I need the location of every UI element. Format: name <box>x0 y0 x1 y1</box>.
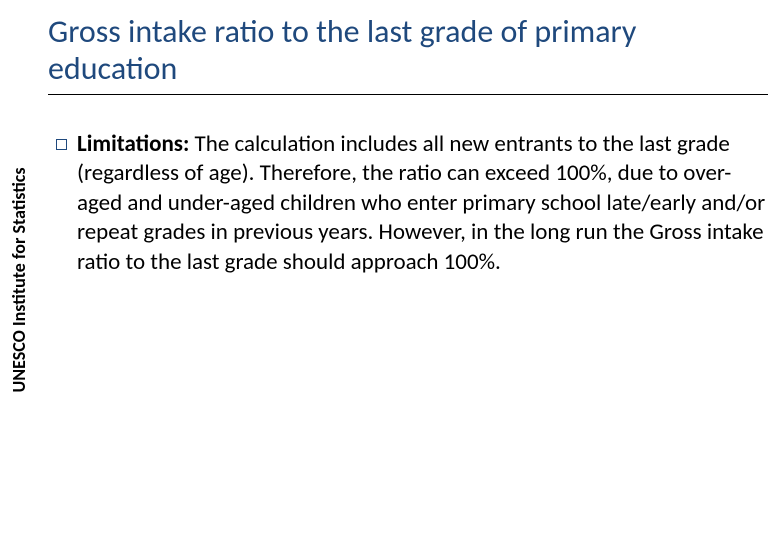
body-paragraph: Limitations: The calculation includes al… <box>77 130 774 277</box>
sidebar: UNESCO Institute for Statistics <box>0 0 38 540</box>
body-label: Limitations: <box>77 130 189 158</box>
bullet-item: Limitations: The calculation includes al… <box>56 130 774 277</box>
content-region: Limitations: The calculation includes al… <box>56 130 774 277</box>
title-region: Gross intake ratio to the last grade of … <box>48 14 768 95</box>
page-title: Gross intake ratio to the last grade of … <box>48 14 768 95</box>
sidebar-label: UNESCO Institute for Statistics <box>8 167 30 392</box>
square-bullet-icon <box>56 139 67 150</box>
